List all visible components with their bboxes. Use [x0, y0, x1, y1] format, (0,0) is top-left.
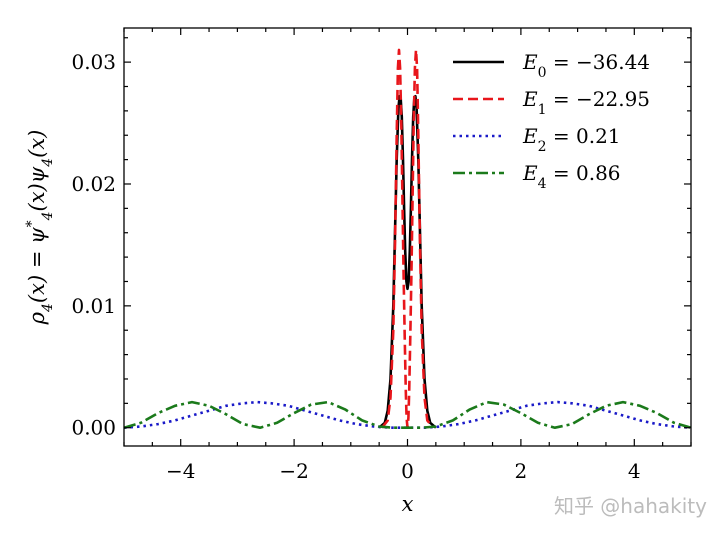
y-tick-label: 0.03 [71, 50, 116, 74]
legend-label-3: E4 = 0.86 [522, 161, 621, 192]
legend-label-0: E0 = −36.44 [522, 50, 650, 81]
axis-ticks: −4 −2 0 2 4 0.00 0.01 0.02 0.03 [71, 28, 692, 483]
series-line-0 [378, 94, 437, 429]
y-tick-label: 0.01 [71, 294, 116, 318]
x-tick-label: −4 [166, 459, 195, 483]
plot-lines [123, 48, 692, 430]
y-tick-label: 0.00 [71, 416, 116, 440]
x-tick-label: 0 [401, 459, 414, 483]
series-line-2 [123, 400, 692, 430]
y-axis-label: ρ4(x) = ψ*4(x)ψ4(x) [24, 130, 56, 326]
legend-label-1: E1 = −22.95 [522, 87, 650, 118]
legend-label-2: E2 = 0.21 [522, 124, 621, 155]
legend: E0 = −36.44 E1 = −22.95 E2 = 0.21 E4 = 0.86 [453, 50, 650, 192]
x-tick-label: 4 [628, 459, 641, 483]
x-axis-label: x [402, 492, 414, 516]
y-tick-label: 0.02 [71, 172, 116, 196]
series-line-3 [123, 400, 692, 430]
x-tick-label: 2 [515, 459, 528, 483]
watermark-text: 知乎 @hahakity [554, 494, 707, 518]
x-tick-label: −2 [279, 459, 308, 483]
